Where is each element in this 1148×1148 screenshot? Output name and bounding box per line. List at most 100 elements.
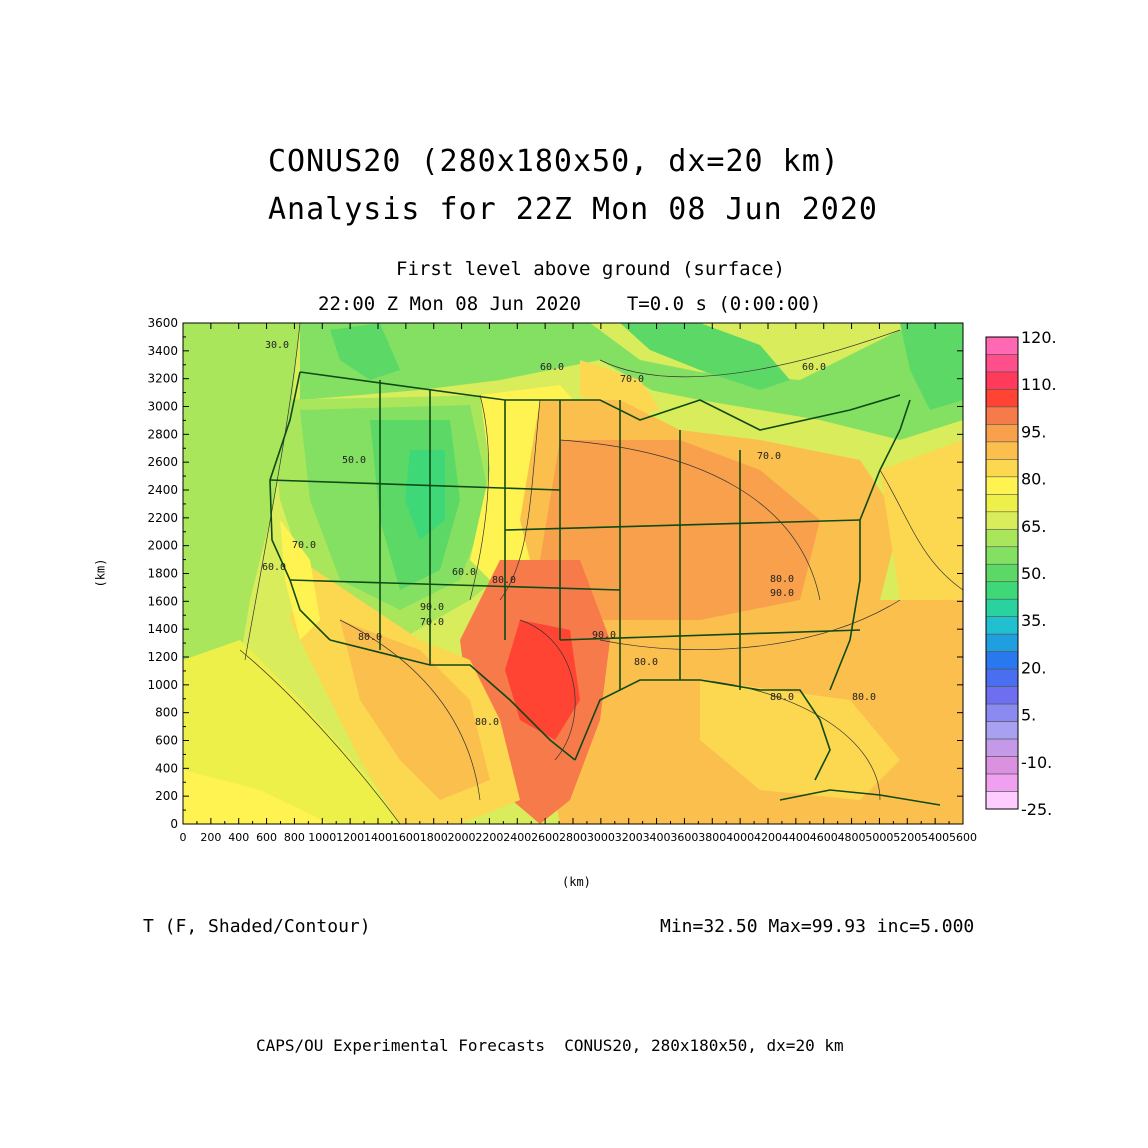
x-tick-label: 600: [256, 831, 277, 844]
colorbar-swatch: [985, 336, 1019, 355]
time-subtitle: 22:00 Z Mon 08 Jun 2020 T=0.0 s (0:00:00…: [318, 293, 822, 315]
contour-label: 60.0: [452, 567, 476, 578]
colorbar-swatch: [985, 598, 1019, 618]
contour-label: 80.0: [770, 574, 794, 585]
colorbar-swatch: [985, 511, 1019, 530]
y-tick-label: 800: [155, 706, 178, 720]
x-tick-label: 1800: [420, 831, 448, 844]
y-tick-label: 600: [155, 734, 178, 748]
y-tick-label: 2400: [147, 483, 178, 497]
y-tick-label: 1800: [147, 567, 178, 581]
colorbar-swatch: [985, 756, 1019, 775]
colorbar-label: 35.: [1021, 611, 1046, 630]
colorbar-swatch: [985, 354, 1019, 373]
y-tick-label: 2200: [147, 511, 178, 525]
field-stats: Min=32.50 Max=99.93 inc=5.000: [660, 916, 975, 937]
x-tick-label: 3600: [670, 831, 698, 844]
x-tick-label: 1200: [336, 831, 364, 844]
contour-label: 80.0: [634, 657, 658, 668]
level-subtitle: First level above ground (surface): [396, 258, 785, 280]
colorbar-label: 50.: [1021, 564, 1046, 583]
contour-label: 60.0: [540, 362, 564, 373]
y-tick-label: 400: [155, 761, 178, 775]
contour-label: 90.0: [770, 588, 794, 599]
x-tick-label: 4200: [754, 831, 782, 844]
x-tick-label: 5200: [893, 831, 921, 844]
contour-label: 30.0: [265, 340, 289, 351]
y-tick-label: 2800: [147, 427, 178, 441]
x-tick-label: 4400: [782, 831, 810, 844]
colorbar-swatch: [985, 441, 1019, 460]
colorbar-swatch: [985, 791, 1019, 810]
colorbar-label: -25.: [1021, 800, 1052, 819]
colorbar: 120. 110. 95. 80. 65. 50. 35. 20. 5. -10. -25.: [985, 328, 1057, 819]
field-label: T (F, Shaded/Contour): [143, 916, 371, 937]
colorbar-label: 80.: [1021, 470, 1046, 489]
x-tick-label: 2600: [531, 831, 559, 844]
contour-label: 80.0: [492, 575, 516, 586]
temperature-shading: [183, 323, 963, 824]
colorbar-frame: [985, 336, 1019, 810]
x-tick-label: 1400: [364, 831, 392, 844]
x-axis-label: (km): [562, 875, 591, 889]
contour-label: 90.0: [420, 602, 444, 613]
y-tick-label: 0: [170, 817, 178, 831]
y-axis-label: (km): [93, 558, 108, 588]
y-tick-label: 2000: [147, 539, 178, 553]
x-tick-label: 3800: [698, 831, 726, 844]
contour-label: 70.0: [757, 451, 781, 462]
footer-credit: CAPS/OU Experimental Forecasts CONUS20, …: [256, 1036, 844, 1055]
x-tick-label: 0: [180, 831, 187, 844]
contour-label: 80.0: [358, 632, 382, 643]
x-tick-label: 4000: [726, 831, 754, 844]
colorbar-label: 110.: [1021, 375, 1057, 394]
x-tick-label: 3200: [615, 831, 643, 844]
contour-label: 90.0: [592, 630, 616, 641]
contour-label: 70.0: [620, 374, 644, 385]
colorbar-swatch: [985, 476, 1019, 495]
colorbar-swatch: [985, 721, 1019, 740]
colorbar-swatch: [985, 651, 1019, 670]
x-tick-label: 2400: [503, 831, 531, 844]
x-tick-label: 1000: [308, 831, 336, 844]
contour-label: 80.0: [475, 717, 499, 728]
y-tick-label: 1000: [147, 678, 178, 692]
colorbar-swatch: [985, 459, 1019, 478]
colorbar-swatch: [985, 528, 1019, 548]
colorbar-label: 95.: [1021, 422, 1046, 441]
y-tick-label: 200: [155, 789, 178, 803]
x-tick-label: 4800: [838, 831, 866, 844]
y-tick-label: 3000: [147, 400, 178, 414]
contour-label: 60.0: [802, 362, 826, 373]
colorbar-swatch: [985, 389, 1019, 408]
main-title: CONUS20 (280x180x50, dx=20 km): [268, 144, 840, 179]
colorbar-label: -10.: [1021, 753, 1052, 772]
contour-label: 80.0: [852, 692, 876, 703]
y-tick-label: 1200: [147, 650, 178, 664]
colorbar-swatch: [985, 773, 1019, 792]
colorbar-swatch: [985, 494, 1019, 513]
colorbar-swatch: [985, 703, 1019, 722]
contour-label: 60.0: [262, 562, 286, 573]
contour-label-group: 30.0 50.0 60.0 60.0 60.0 60.0 70.0 70.0 …: [262, 340, 876, 728]
colorbar-swatch: [985, 581, 1019, 600]
x-tick-label: 5000: [865, 831, 893, 844]
colorbar-swatch: [985, 563, 1019, 583]
x-tick-label: 2000: [448, 831, 476, 844]
colorbar-swatch: [985, 616, 1019, 635]
colorbar-swatch: [985, 633, 1019, 652]
x-tick-label: 400: [228, 831, 249, 844]
colorbar-label: 120.: [1021, 328, 1057, 347]
boundaries: [269, 371, 941, 806]
colorbar-swatch: [985, 546, 1019, 565]
contour-label: 80.0: [770, 692, 794, 703]
colorbar-swatch: [985, 424, 1019, 443]
colorbar-label: 5.: [1021, 706, 1036, 725]
colorbar-swatch: [985, 668, 1019, 687]
y-tick-label: 3600: [147, 316, 178, 330]
x-axis: 0 200 400 600 800 1000 1200 1400 1600 1800 2000 220…: [180, 323, 977, 844]
y-tick-label: 3400: [147, 344, 178, 358]
x-tick-label: 200: [200, 831, 221, 844]
x-tick-label: 2200: [475, 831, 503, 844]
